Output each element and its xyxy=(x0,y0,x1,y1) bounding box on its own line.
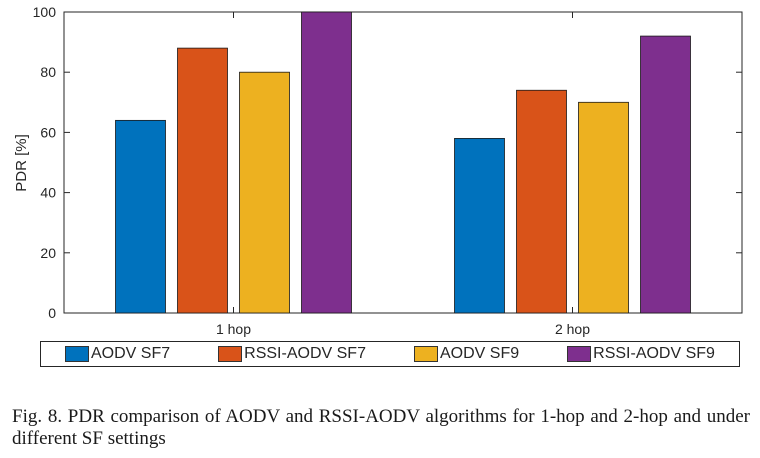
bar-chart: 0 20 40 60 80 100 1 hop 2 hop PDR [%] xyxy=(13,4,743,337)
x-tick-label: 1 hop xyxy=(216,321,251,337)
legend-label: AODV SF9 xyxy=(439,345,520,362)
y-tick-label: 40 xyxy=(40,185,56,201)
legend-label: RSSI-AODV SF7 xyxy=(244,345,366,362)
bar-rssi-aodv-sf7 xyxy=(177,47,228,314)
bar-aodv-sf9 xyxy=(578,101,629,314)
y-tick-label: 60 xyxy=(40,124,56,140)
legend-item: RSSI-AODV SF7 xyxy=(218,345,366,363)
legend-item: AODV SF7 xyxy=(65,345,170,363)
bar-rssi-aodv-sf7 xyxy=(516,89,567,314)
y-tick-label: 20 xyxy=(40,245,56,261)
y-tick-label: 80 xyxy=(40,64,56,80)
legend-label: AODV SF7 xyxy=(91,345,171,362)
bar-rssi-aodv-sf9 xyxy=(301,11,352,314)
y-tick-label: 100 xyxy=(33,4,57,20)
plot-area: 0 20 40 60 80 100 1 hop 2 hop xyxy=(33,4,743,337)
bar-aodv-sf7 xyxy=(115,119,166,314)
legend-label: RSSI-AODV SF9 xyxy=(593,345,715,362)
legend: AODV SF7 RSSI-AODV SF7 AODV SF9 RSSI-AODV S… xyxy=(40,341,740,367)
y-tick-label: 0 xyxy=(48,305,56,321)
bar-aodv-sf9 xyxy=(239,71,290,314)
legend-item: RSSI-AODV SF9 xyxy=(567,345,715,363)
legend-swatch xyxy=(413,346,438,362)
plot-frame xyxy=(63,11,743,314)
bar-aodv-sf7 xyxy=(454,138,505,314)
x-tick-label: 2 hop xyxy=(555,321,590,337)
legend-swatch xyxy=(567,346,592,362)
legend-swatch xyxy=(65,346,89,362)
legend-swatch xyxy=(218,346,243,362)
bar-rssi-aodv-sf9 xyxy=(640,35,691,314)
y-axis-label: PDR [%] xyxy=(13,134,30,192)
figure-caption: Fig. 8. PDR comparison of AODV and RSSI-… xyxy=(12,406,750,449)
legend-item: AODV SF9 xyxy=(413,345,520,363)
